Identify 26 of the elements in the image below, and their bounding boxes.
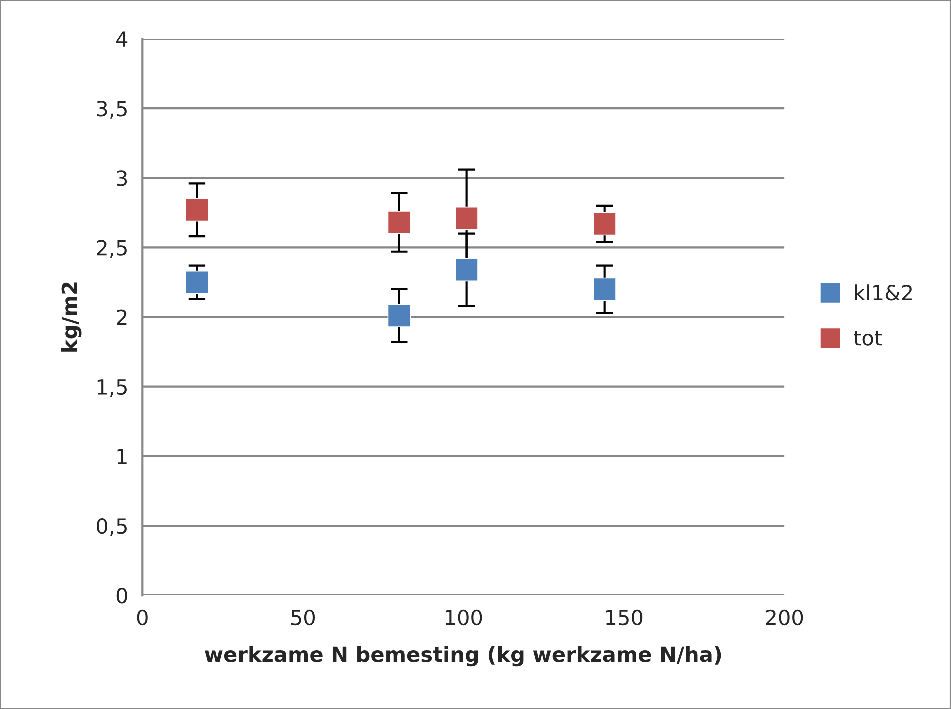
y-axis-title: kg/m2 xyxy=(61,282,82,352)
y-tick-label: 3 xyxy=(117,170,128,186)
x-tick-label: 0 xyxy=(137,610,148,626)
point xyxy=(186,270,209,294)
legend-label: tot xyxy=(854,330,882,346)
y-tick-label: 2,5 xyxy=(97,240,127,258)
point xyxy=(186,198,209,222)
y-tick-label: 4 xyxy=(116,32,128,47)
x-tick-label: 50 xyxy=(291,610,316,626)
y-tick-label: 2 xyxy=(117,310,127,326)
x-tick-label: 100 xyxy=(446,610,482,626)
legend-label: kl1&2 xyxy=(855,284,912,301)
x-axis-title: werkzame N bemesting (kg werkzame N/ha) xyxy=(205,646,722,667)
y-tick-label: 0 xyxy=(116,588,128,604)
y-tick-label: 1,5 xyxy=(98,380,127,398)
x-tick-label: 200 xyxy=(766,610,804,626)
point xyxy=(388,304,412,328)
point xyxy=(593,278,616,302)
y-tick-label: 1 xyxy=(118,449,127,464)
x-tick-label: 150 xyxy=(606,610,643,626)
point xyxy=(455,206,478,230)
point xyxy=(388,211,412,234)
y-tick-label: 0,5 xyxy=(97,518,127,536)
point xyxy=(455,258,478,282)
point xyxy=(593,212,616,236)
y-tick-label: 3,5 xyxy=(97,101,127,119)
